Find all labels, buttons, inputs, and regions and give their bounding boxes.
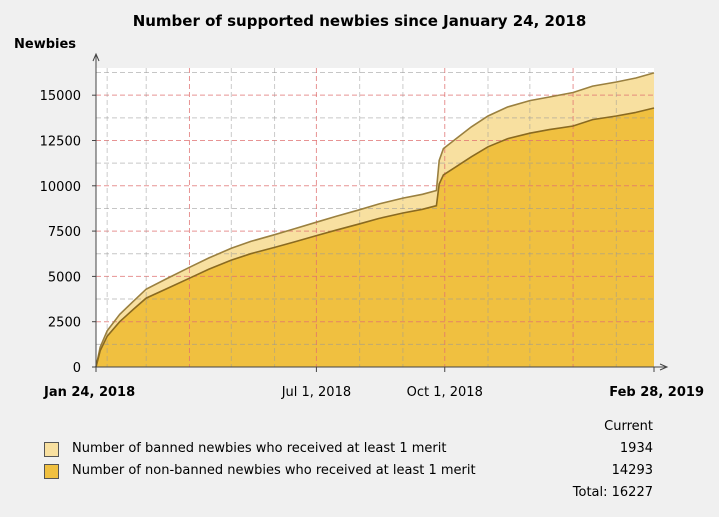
x-axis-arrow: [659, 363, 669, 371]
legend-swatch-non-banned: [44, 464, 59, 479]
y-tick-label: 2500: [48, 316, 81, 331]
y-tick-label: 5000: [48, 270, 81, 285]
line-non-banned: [95, 107, 655, 368]
y-tick-label: 0: [73, 361, 81, 376]
legend-label-banned: Number of banned newbies who received at…: [72, 441, 447, 456]
y-axis-label: Newbies: [14, 37, 77, 52]
x-tick-label: Feb 28, 2019: [609, 385, 704, 400]
y-tick-label: 10000: [40, 180, 81, 195]
line-total: [95, 72, 655, 368]
legend-total: Total: 16227: [572, 485, 653, 500]
y-tick-label: 7500: [48, 225, 81, 240]
x-tick-label: Jul 1, 2018: [281, 385, 351, 400]
chart-title: Number of supported newbies since Januar…: [132, 12, 587, 30]
legend-value-banned: 1934: [619, 441, 653, 456]
chart-plot: 0 2500 5000 7500 10000 12500 15000 Jan 24, 2018…: [40, 52, 704, 400]
x-tick-label: Oct 1, 2018: [407, 385, 483, 400]
area-banned: [96, 72, 654, 368]
y-tick-label: 15000: [40, 89, 81, 104]
y-axis-arrow: [92, 52, 100, 62]
y-tick-label: 12500: [40, 134, 81, 149]
legend-value-non-banned: 14293: [611, 463, 653, 478]
legend-swatch-banned: [44, 442, 59, 457]
legend-label-non-banned: Number of non-banned newbies who receive…: [72, 463, 476, 478]
x-tick-label: Jan 24, 2018: [43, 385, 135, 400]
legend-header-current: Current: [604, 419, 653, 434]
area-non-banned: [96, 108, 654, 367]
